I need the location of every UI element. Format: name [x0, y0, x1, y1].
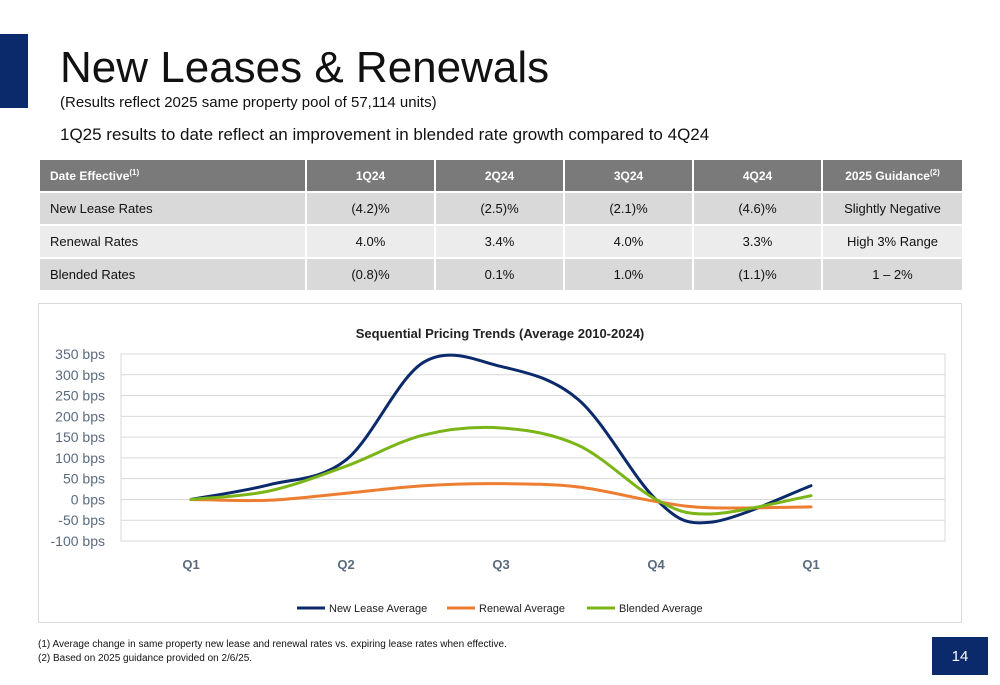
table-cell: 1.0% — [563, 257, 694, 292]
y-tick-label: -100 bps — [51, 533, 105, 549]
header-1q24: 1Q24 — [305, 158, 436, 193]
row-label: Blended Rates — [38, 257, 307, 292]
x-tick-label: Q4 — [647, 557, 665, 572]
y-tick-label: 0 bps — [71, 491, 105, 507]
header-2q24: 2Q24 — [434, 158, 565, 193]
x-tick-label: Q2 — [337, 557, 354, 572]
rates-table: Date Effective(1) 1Q24 2Q24 3Q24 4Q24 20… — [38, 158, 964, 292]
table-row: Blended Rates (0.8)% 0.1% 1.0% (1.1)% 1 … — [38, 257, 964, 292]
table-cell: (2.5)% — [434, 191, 565, 226]
y-tick-label: 150 bps — [55, 429, 105, 445]
series-line-renewal-average — [189, 482, 813, 510]
row-label: New Lease Rates — [38, 191, 307, 226]
table-cell: High 3% Range — [821, 224, 964, 259]
table-cell: 1 – 2% — [821, 257, 964, 292]
page-subtitle: (Results reflect 2025 same property pool… — [60, 94, 437, 111]
header-3q24: 3Q24 — [563, 158, 694, 193]
table-cell: Slightly Negative — [821, 191, 964, 226]
x-tick-label: Q1 — [802, 557, 819, 572]
y-tick-label: 250 bps — [55, 388, 105, 404]
y-tick-label: 100 bps — [55, 450, 105, 466]
line-chart: Sequential Pricing Trends (Average 2010-… — [51, 326, 946, 615]
table-row: New Lease Rates (4.2)% (2.5)% (2.1)% (4.… — [38, 191, 964, 226]
table-cell: (1.1)% — [692, 257, 823, 292]
legend-label-blended-average: Blended Average — [619, 603, 703, 615]
chart-container: Sequential Pricing Trends (Average 2010-… — [38, 303, 962, 623]
y-tick-label: 50 bps — [63, 471, 105, 487]
table-cell: (4.2)% — [305, 191, 436, 226]
x-tick-label: Q1 — [182, 557, 199, 572]
table-cell: 3.4% — [434, 224, 565, 259]
header-date-effective: Date Effective(1) — [38, 158, 307, 193]
legend-label-renewal-average: Renewal Average — [479, 603, 565, 615]
headline: 1Q25 results to date reflect an improvem… — [60, 125, 710, 144]
y-tick-label: 350 bps — [55, 346, 105, 362]
series-line-new-lease-average — [189, 353, 813, 525]
plot-area — [120, 353, 946, 542]
header-guidance: 2025 Guidance(2) — [821, 158, 964, 193]
header-4q24: 4Q24 — [692, 158, 823, 193]
page-title: New Leases & Renewals — [60, 43, 550, 92]
table-header-row: Date Effective(1) 1Q24 2Q24 3Q24 4Q24 20… — [38, 158, 964, 193]
table-cell: 4.0% — [563, 224, 694, 259]
x-tick-label: Q3 — [492, 557, 509, 572]
table-cell: 0.1% — [434, 257, 565, 292]
legend-label-new-lease-average: New Lease Average — [329, 603, 427, 615]
table-cell: (0.8)% — [305, 257, 436, 292]
chart-title: Sequential Pricing Trends (Average 2010-… — [356, 326, 645, 341]
table-cell: (2.1)% — [563, 191, 694, 226]
y-tick-label: 200 bps — [55, 408, 105, 424]
footnote-2: (2) Based on 2025 guidance provided on 2… — [38, 653, 253, 664]
row-label: Renewal Rates — [38, 224, 307, 259]
table-cell: 3.3% — [692, 224, 823, 259]
footnote-1: (1) Average change in same property new … — [38, 639, 507, 650]
table-row: Renewal Rates 4.0% 3.4% 4.0% 3.3% High 3… — [38, 224, 964, 259]
series-line-blended-average — [189, 425, 813, 516]
accent-bar — [0, 34, 28, 108]
footnotes: (1) Average change in same property new … — [38, 638, 507, 666]
y-tick-label: 300 bps — [55, 367, 105, 383]
table-cell: 4.0% — [305, 224, 436, 259]
table-cell: (4.6)% — [692, 191, 823, 226]
page-number: 14 — [932, 637, 988, 675]
y-tick-label: -50 bps — [58, 512, 105, 528]
